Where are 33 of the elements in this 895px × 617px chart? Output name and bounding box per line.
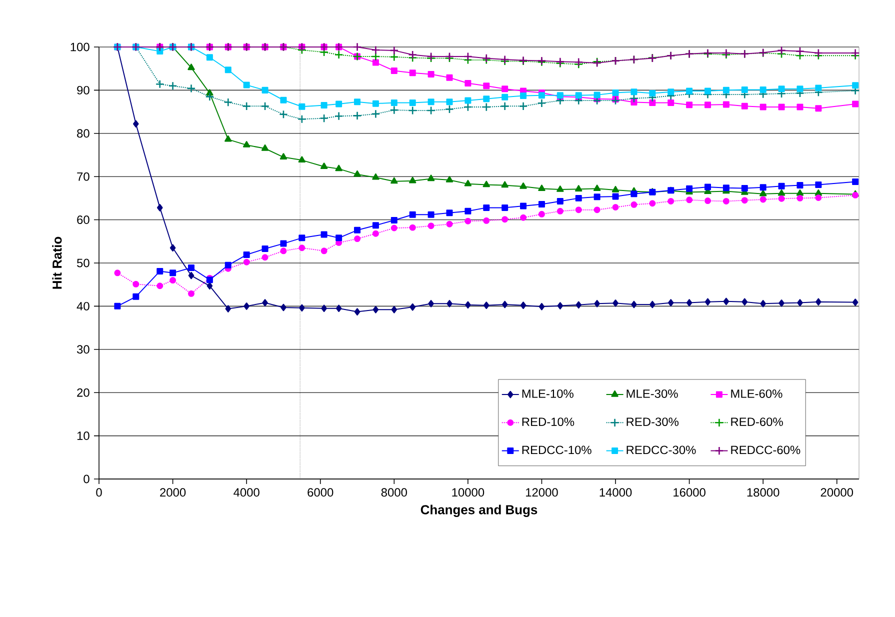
x-tick-label: 6000 [308,488,334,497]
x-tick-label: 2000 [160,488,186,497]
x-tick-label: 14000 [600,488,632,497]
legend-label: MLE-10% [522,389,574,398]
legend-label: REDCC-10% [522,446,592,454]
x-tick-label: 8000 [381,488,407,497]
y-tick-label: 10 [77,432,90,440]
legend-label: REDCC-30% [626,446,696,454]
y-tick-label: 60 [77,216,90,224]
y-tick-label: 20 [77,388,90,397]
x-axis-title: Changes and Bugs [420,504,538,517]
legend-label: RED-10% [522,418,574,426]
x-tick-label: 0 [96,488,102,497]
y-tick-label: 0 [84,474,90,484]
x-tick-label: 10000 [452,488,484,497]
legend-label: MLE-30% [626,389,678,398]
y-tick-label: 70 [77,172,90,181]
y-tick-label: 90 [77,86,90,94]
x-tick-label: 16000 [674,488,706,497]
y-tick-label: 100 [70,42,90,52]
legend-label: REDCC-60% [731,446,800,454]
legend-label: RED-60% [731,418,783,426]
x-tick-label: 4000 [234,488,260,497]
legend-label: RED-30% [626,418,679,426]
x-tick-label: 12000 [526,488,558,497]
y-tick-label: 30 [76,345,90,354]
x-tick-label: 18000 [747,488,780,497]
y-tick-label: 40 [76,302,90,310]
y-axis-title: Hit Ratio [52,236,62,289]
legend-label: MLE-60% [731,389,782,398]
y-tick-label: 80 [77,129,90,138]
y-tick-label: 50 [77,258,90,268]
x-tick-label: 20000 [820,488,854,497]
